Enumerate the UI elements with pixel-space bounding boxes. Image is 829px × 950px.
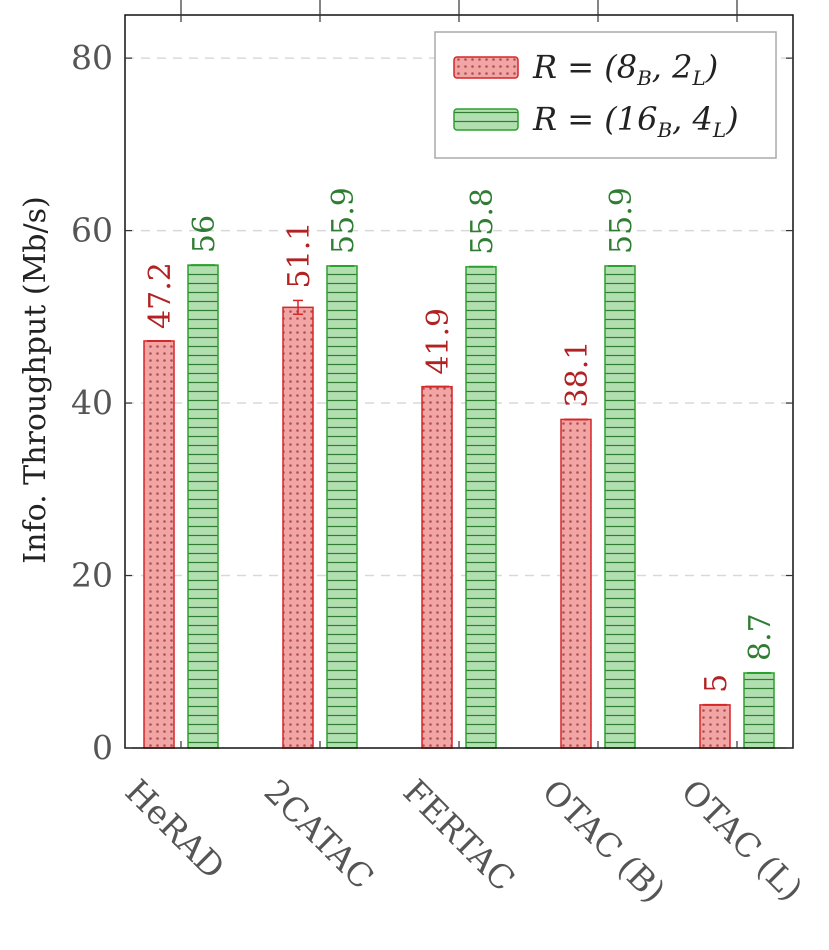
data-label: 5: [699, 674, 734, 693]
y-tick-label: 80: [71, 38, 113, 77]
bar: [326, 265, 358, 749]
legend-box: [434, 31, 777, 159]
y-tick-label: 0: [92, 728, 113, 767]
bars: [143, 264, 775, 749]
data-label: 8.7: [743, 613, 778, 661]
data-label: 38.1: [560, 341, 595, 408]
x-tick-label: 2CATAC: [257, 772, 382, 897]
data-label: 55.9: [604, 187, 639, 254]
y-axis-title: Info. Throughput (Mb/s): [18, 196, 53, 563]
x-tick-label: OTAC (B): [535, 772, 673, 910]
legend-swatch: [453, 56, 519, 79]
x-tick-label: OTAC (L): [674, 772, 811, 909]
data-label: 55.8: [465, 188, 500, 255]
bar: [560, 418, 592, 749]
bar: [465, 266, 497, 749]
y-tick-label: 60: [71, 211, 113, 250]
y-tick-label: 40: [71, 383, 113, 422]
legend-label: R = (16B, 4L): [532, 100, 739, 142]
legend-label: R = (8B, 2L): [532, 48, 718, 90]
data-label: 56: [187, 215, 222, 253]
bar: [421, 385, 453, 749]
legend: R = (8B, 2L) R = (16B, 4L): [434, 31, 777, 159]
bar: [743, 672, 775, 749]
bar: [143, 340, 175, 749]
bar: [282, 306, 314, 749]
data-label: 55.9: [326, 187, 361, 254]
bar: [699, 704, 731, 749]
y-tick-label: 20: [71, 556, 113, 595]
bar: [604, 265, 636, 749]
data-labels: 47.2 51.1 41.9 38.1 5 56 55.9 55.8 55.9 8.7: [143, 187, 778, 693]
legend-swatch: [453, 108, 519, 131]
data-label: 47.2: [143, 262, 178, 329]
bar: [187, 264, 219, 749]
data-label: 41.9: [421, 308, 456, 375]
x-tick-label: HeRAD: [118, 772, 233, 887]
x-tick-label: FERTAC: [396, 772, 523, 899]
data-label: 51.1: [282, 222, 317, 289]
